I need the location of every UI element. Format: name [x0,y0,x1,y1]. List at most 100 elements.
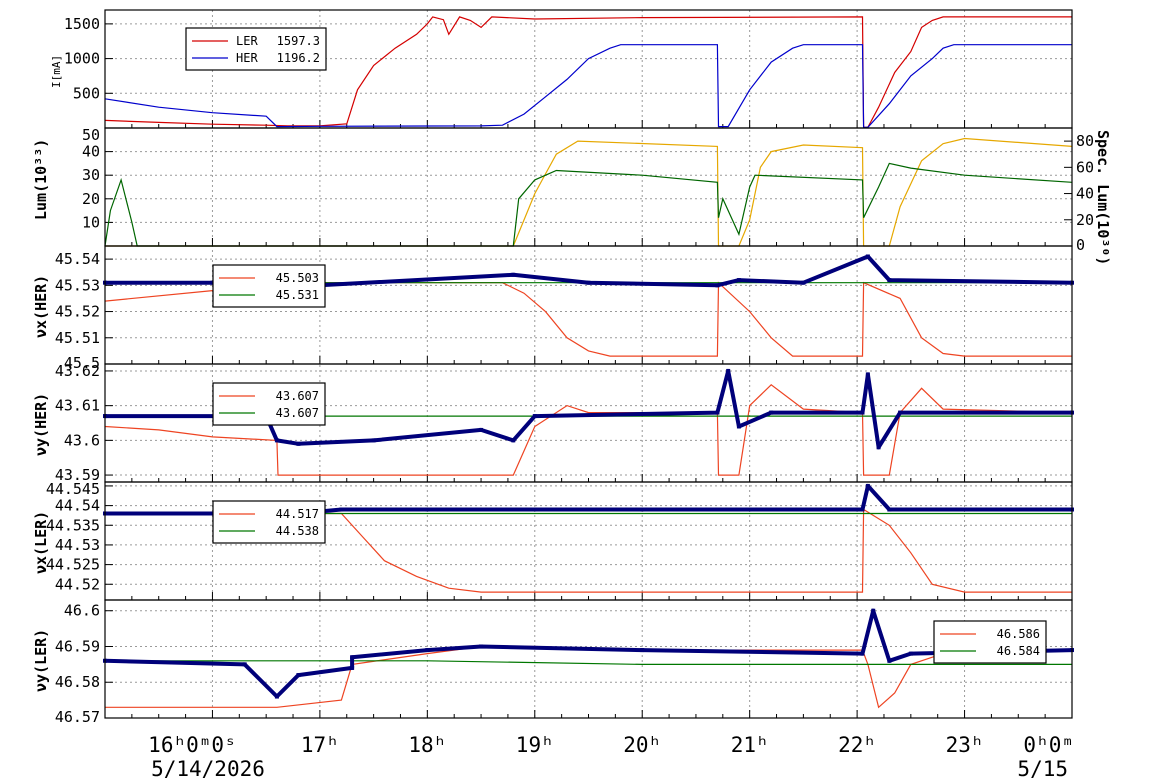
measured-point [860,410,865,415]
y-tick-label: 45.54 [55,250,100,268]
legend-value: 45.503 [276,271,319,285]
measured-point [296,441,301,446]
measured-point [887,278,892,283]
y-tick-label: 45.51 [55,329,100,347]
legend-box [933,620,1047,664]
y-tick-label: 46.59 [55,637,100,655]
y-tick-label: 44.545 [46,480,100,498]
panel-nuy_ler: 46.57 46.58 46.59 46.6 νy(LER) 46.586 46.584 [32,599,1074,726]
y-tick-label: 1500 [64,15,100,33]
legend-box [212,264,326,308]
series-line-set-red [105,645,1073,709]
legend: LER 1597.3 HER 1196.2 [185,27,327,71]
legend-box [185,27,327,71]
measured-point [511,438,516,443]
legend-value: 43.607 [276,389,319,403]
y-axis-label: Lum(10³³) [32,139,50,220]
measured-point [296,673,301,678]
measured-point [586,280,591,285]
series-line-set-green [105,660,1072,666]
measured-point [871,608,876,613]
measured-point [242,662,247,667]
y-tick-label: 50 [82,126,100,144]
measured-point [511,272,516,277]
y-tick-label: 44.52 [55,575,100,593]
y-tick-label: 43.61 [55,397,100,415]
measured-point [532,414,537,419]
panel-nuy_her: 43.59 43.6 43.61 43.62 νy(HER) 43.607 43.607 [32,362,1074,484]
measured-point [479,644,484,649]
series-line-set-red [105,508,1072,593]
measured-point [425,648,430,653]
y-tick-label: 43.6 [64,431,100,449]
legend-value: 46.586 [997,627,1040,641]
x-tick-label: 19ʰ [516,733,554,757]
measured-point [860,651,865,656]
legend: 45.503 45.531 [212,264,326,308]
legend-value: 45.531 [276,288,319,302]
y-tick-label: 44.535 [46,516,100,534]
y-tick-label: 44.525 [46,556,100,574]
legend-value: 46.584 [997,644,1040,658]
measured-point [887,658,892,663]
y-tick-label: 30 [82,166,100,184]
y-axis-label: νx(HER) [32,275,50,338]
legend: 44.517 44.538 [212,500,326,544]
y-right-tick-label: 0 [1076,236,1085,254]
y-right-axis-label: Spec. Lum(10³⁰) [1094,130,1112,265]
y-axis-label: νy(LER) [32,629,50,692]
measured-point [769,410,774,415]
y-tick-label: 44.54 [55,497,100,515]
measured-point [865,254,870,259]
y-right-tick-label: 40 [1076,185,1094,203]
y-right-tick-label: 20 [1076,211,1094,229]
panel-frame [104,127,1073,247]
y-tick-label: 45.53 [55,276,100,294]
y-tick-label: 40 [82,143,100,161]
x-tick-label: 17ʰ [301,733,339,757]
measured-point [887,507,892,512]
legend-value: 43.607 [276,406,319,420]
measured-point [339,507,344,512]
x-date-start: 5/14/2026 [151,757,265,781]
measured-point [640,507,645,512]
measured-point [274,694,279,699]
measured-point [736,424,741,429]
y-tick-label: 44.53 [55,536,100,554]
legend: 43.607 43.607 [212,382,326,426]
x-tick-label: 22ʰ [838,733,876,757]
series-measured-line [104,608,1073,699]
measured-point [736,278,741,283]
series-line-Spec. Lum [105,137,1073,247]
measured-point [274,438,279,443]
y-tick-label: 10 [82,213,100,231]
y-tick-label: 46.58 [55,673,100,691]
measured-point [865,372,870,377]
legend-label: LER [236,34,258,48]
legend-value: 1196.2 [277,51,320,65]
legend-label: HER [236,51,258,65]
y-right-tick-label: 60 [1076,158,1094,176]
panel-frame [104,599,1073,719]
measured-point [371,438,376,443]
legend-value: 44.517 [276,507,319,521]
y-tick-label: 45.52 [55,303,100,321]
measured-point [715,283,720,288]
y-axis-label: I[mA] [50,55,63,88]
x-tick-label: 20ʰ [623,733,661,757]
x-tick-label: 21ʰ [731,733,769,757]
x-date-end: 5/15 [1017,757,1068,781]
y-tick-label: 46.6 [64,602,100,620]
y-tick-label: 20 [82,190,100,208]
measured-point [726,368,731,373]
measured-point [640,648,645,653]
y-tick-label: 43.59 [55,466,100,484]
x-tick-label: 16ʰ0ᵐ0ˢ [148,733,237,757]
series-line-set-red [104,384,1073,476]
y-right-tick-label: 80 [1076,132,1094,150]
legend-value: 1597.3 [277,34,320,48]
